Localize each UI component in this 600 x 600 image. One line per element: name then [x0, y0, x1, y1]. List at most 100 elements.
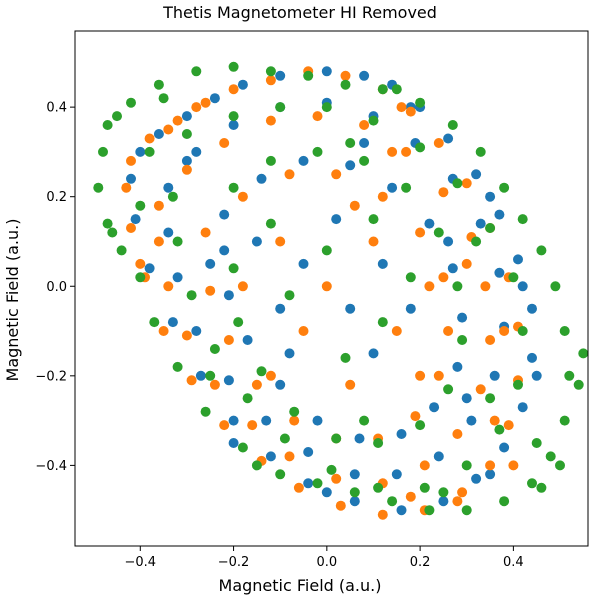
series-0-point-13 — [513, 254, 523, 265]
series-1-point-61 — [410, 411, 421, 422]
series-0-point-45 — [349, 469, 360, 480]
series-1-point-17 — [485, 460, 496, 471]
series-2-point-35 — [153, 79, 164, 90]
series-1-point-2 — [172, 115, 183, 126]
series-0-point-23 — [265, 451, 276, 462]
series-1-point-86 — [265, 370, 276, 381]
series-1-point-40 — [485, 335, 496, 345]
series-1-point-49 — [181, 330, 192, 341]
x-tick-label: −0.4 — [125, 555, 157, 570]
series-1-point-45 — [331, 473, 342, 484]
series-2-point-75 — [233, 317, 244, 328]
series-2-point-81 — [340, 352, 351, 363]
series-0-point-22 — [303, 478, 314, 489]
series-2-point-22 — [550, 281, 561, 292]
series-0-point-25 — [195, 370, 206, 381]
series-0-point-53 — [256, 173, 267, 184]
series-1-point-22 — [293, 482, 304, 493]
series-0-point-68 — [219, 245, 230, 256]
series-0-point-0 — [135, 146, 146, 157]
series-2-point-26 — [475, 146, 486, 157]
series-0-point-60 — [452, 361, 463, 372]
series-0-point-1 — [153, 129, 164, 139]
series-2-point-65 — [401, 182, 412, 193]
series-2-point-55 — [279, 433, 290, 444]
series-0-point-73 — [275, 303, 286, 314]
series-0-point-49 — [191, 326, 202, 336]
series-0-point-86 — [485, 469, 496, 480]
series-2-point-74 — [256, 366, 267, 377]
series-2-point-62 — [265, 155, 276, 166]
series-1-point-57 — [415, 227, 426, 238]
series-2-point-53 — [373, 482, 384, 493]
series-0-point-71 — [298, 258, 309, 269]
series-1-point-0 — [126, 155, 136, 166]
series-2-point-42 — [321, 102, 332, 113]
series-2-point-54 — [326, 464, 337, 475]
series-2-point-98 — [251, 460, 262, 471]
series-2-point-88 — [135, 200, 146, 211]
series-2-point-34 — [191, 66, 202, 77]
series-1-point-79 — [405, 491, 416, 502]
series-2-point-5 — [135, 272, 146, 283]
series-0-point-27 — [144, 263, 155, 274]
series-2-point-58 — [186, 290, 197, 301]
series-0-point-28 — [130, 214, 141, 225]
series-0-point-29 — [126, 173, 136, 184]
series-0-point-17 — [499, 442, 510, 453]
series-0-point-58 — [447, 263, 458, 274]
series-2-point-1 — [98, 146, 108, 157]
series-2-point-89 — [359, 415, 370, 426]
series-2-point-13 — [387, 496, 398, 507]
series-2-point-50 — [494, 424, 505, 435]
series-0-point-47 — [261, 415, 272, 426]
series-0-point-52 — [219, 209, 230, 220]
series-2-point-6 — [149, 317, 160, 328]
series-1-point-28 — [126, 223, 136, 233]
series-0-point-16 — [517, 402, 528, 413]
series-0-point-19 — [438, 496, 449, 507]
chart-title: Thetis Magnetometer HI Removed — [162, 3, 437, 22]
series-0-point-7 — [359, 70, 370, 81]
series-2-point-95 — [158, 93, 169, 104]
series-1-point-47 — [247, 420, 258, 431]
y-axis-label: Magnetic Field (a.u.) — [3, 219, 22, 382]
series-1-point-82 — [163, 124, 174, 135]
series-2-point-56 — [242, 393, 253, 404]
series-1-point-58 — [438, 272, 449, 283]
series-2-point-41 — [275, 102, 286, 113]
series-0-point-51 — [163, 227, 174, 238]
series-0-point-46 — [303, 447, 314, 457]
series-2-point-21 — [559, 326, 570, 336]
series-1-point-1 — [144, 133, 155, 144]
series-2-point-24 — [517, 214, 528, 225]
series-0-point-72 — [368, 348, 379, 359]
series-1-point-60 — [433, 370, 444, 381]
series-1-point-53 — [237, 191, 248, 202]
series-1-point-80 — [499, 326, 510, 336]
series-1-point-64 — [289, 415, 300, 426]
series-2-point-73 — [289, 406, 300, 417]
series-1-point-39 — [480, 281, 491, 292]
x-axis-label: Magnetic Field (a.u.) — [219, 576, 382, 595]
series-1-point-72 — [298, 326, 309, 336]
series-1-point-88 — [135, 258, 146, 269]
series-2-point-79 — [284, 290, 295, 301]
series-1-point-29 — [121, 182, 132, 193]
series-2-point-19 — [559, 415, 570, 426]
series-0-point-79 — [461, 393, 472, 404]
series-0-point-61 — [429, 402, 440, 413]
series-0-point-74 — [331, 214, 342, 225]
series-2-point-43 — [368, 115, 379, 126]
series-0-point-64 — [312, 415, 323, 426]
series-2-point-0 — [102, 120, 113, 130]
series-0-point-39 — [494, 267, 505, 278]
series-1-point-33 — [265, 115, 276, 126]
series-1-point-24 — [219, 420, 230, 431]
series-1-point-52 — [200, 227, 211, 238]
series-0-point-24 — [228, 415, 239, 426]
series-2-point-91 — [573, 379, 584, 390]
series-1-point-32 — [219, 138, 230, 148]
series-1-point-78 — [452, 496, 463, 507]
